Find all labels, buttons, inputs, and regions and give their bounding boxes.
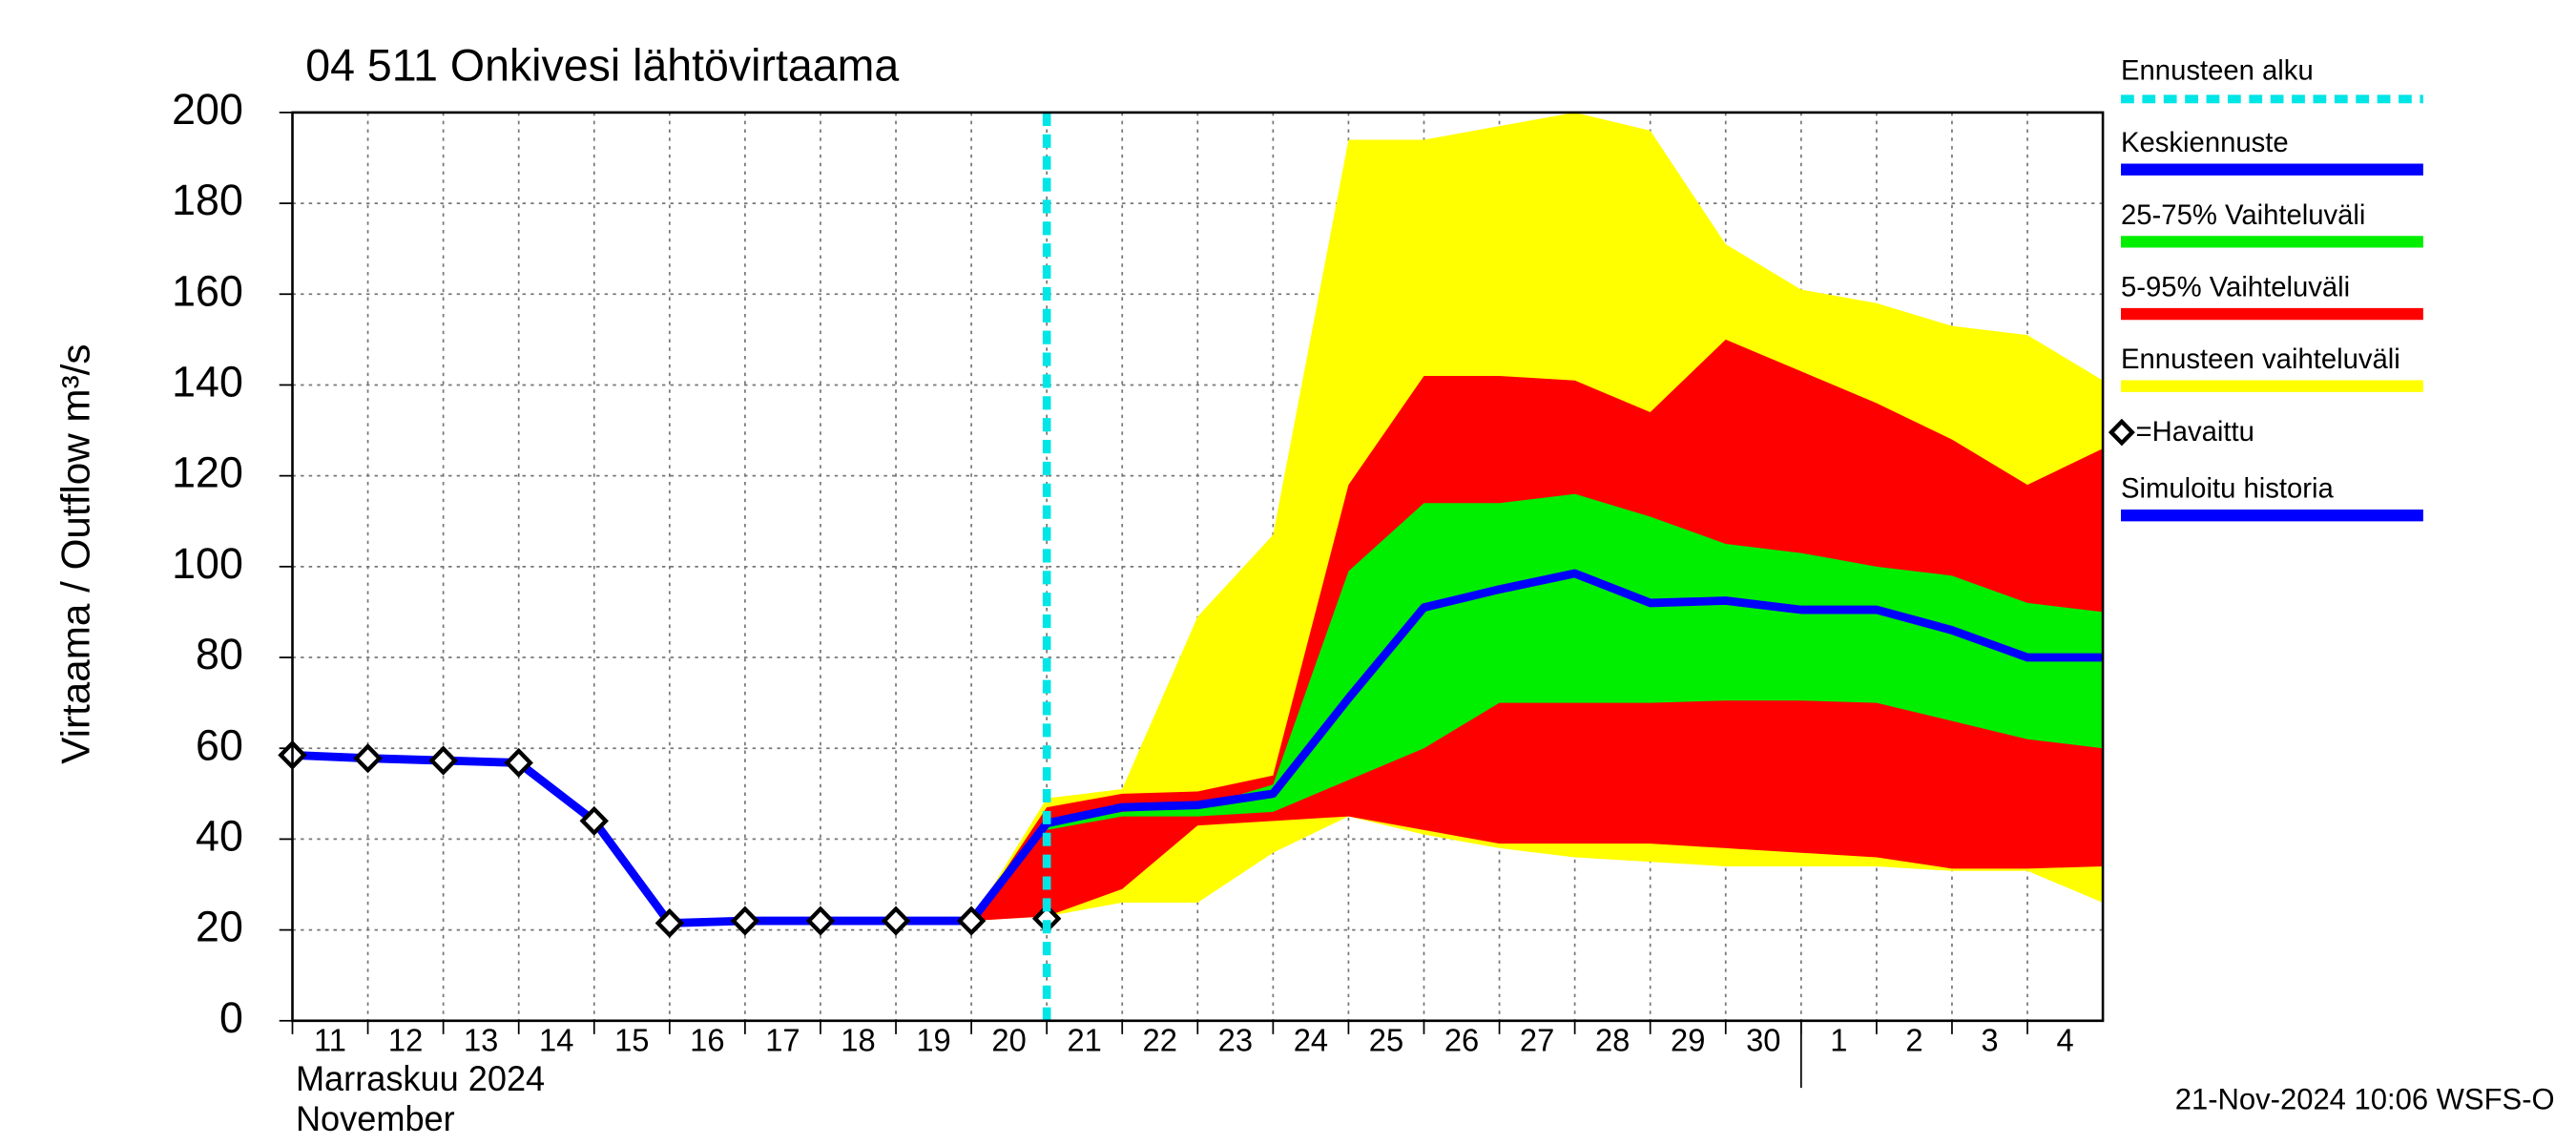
footer: 21-Nov-2024 10:06 WSFS-O [2175,1082,2555,1115]
observed-marker [504,747,533,779]
y-tick-label: 180 [172,176,243,225]
x-tick-label: 30 [1746,1023,1780,1058]
legend-label: Ennusteen alku [2121,54,2314,86]
x-tick-label: 4 [2056,1023,2073,1058]
y-tick-label: 100 [172,538,243,588]
y-tick-label: 140 [172,357,243,406]
x-tick-label: 12 [388,1023,423,1058]
x-tick-label: 28 [1595,1023,1630,1058]
x-tick-label: 22 [1143,1023,1177,1058]
observed-marker [428,745,458,776]
x-tick-label: 26 [1444,1023,1479,1058]
x-tick-label: 20 [991,1023,1026,1058]
series-line [967,569,2104,924]
observed-marker [730,906,760,936]
x-axis-label: Marraskuu 2024 [296,1059,545,1098]
x-tick-label: 13 [464,1023,498,1058]
x-tick-label: 25 [1369,1023,1403,1058]
y-tick-label: 200 [172,85,243,135]
x-tick-label: 2 [1905,1023,1922,1058]
legend-label: Keskiennuste [2121,127,2289,158]
y-tick-label: 0 [219,992,243,1042]
observed-marker [1031,904,1062,934]
x-tick-label: 16 [690,1023,724,1058]
chart-title: 04 511 Onkivesi lähtövirtaama [305,39,900,91]
x-tick-label: 21 [1068,1023,1102,1058]
x-tick-label: 17 [765,1023,800,1058]
y-tick-label: 20 [196,902,243,951]
x-tick-label: 1 [1830,1023,1847,1058]
y-tick-label: 120 [172,448,243,497]
y-axis-label: Virtaama / Outflow m³/s [53,344,97,764]
y-tick-label: 40 [196,811,243,861]
observed-marker [579,805,609,836]
x-tick-label: 15 [614,1023,649,1058]
x-tick-label: 27 [1520,1023,1554,1058]
legend-label: =Havaittu [2136,416,2254,448]
series-line [292,750,972,927]
x-tick-label: 14 [539,1023,573,1058]
x-tick-label: 24 [1294,1023,1328,1058]
x-tick-label: 18 [841,1023,875,1058]
y-tick-label: 60 [196,720,243,770]
observed-marker [654,907,685,939]
legend-label: Ennusteen vaihteluväli [2121,344,2400,375]
legend-label: Simuloitu historia [2121,472,2334,504]
x-tick-label: 19 [916,1023,950,1058]
x-tick-label: 23 [1218,1023,1253,1058]
observed-marker [956,906,987,936]
forecast-band [971,493,2104,922]
legend-label: 25-75% Vaihteluväli [2121,199,2365,231]
observed-marker [353,743,383,774]
y-tick-label: 160 [172,266,243,316]
y-tick-label: 80 [196,630,243,679]
observed-marker [805,906,836,936]
x-axis-label: November [296,1099,455,1138]
legend-marker [2108,418,2135,447]
observed-marker [881,906,911,936]
legend-label: 5-95% Vaihteluväli [2121,271,2350,302]
x-tick-label: 3 [1981,1023,1998,1058]
x-tick-label: 29 [1671,1023,1705,1058]
x-tick-label: 11 [314,1023,346,1058]
plot-frame [291,111,2105,1023]
